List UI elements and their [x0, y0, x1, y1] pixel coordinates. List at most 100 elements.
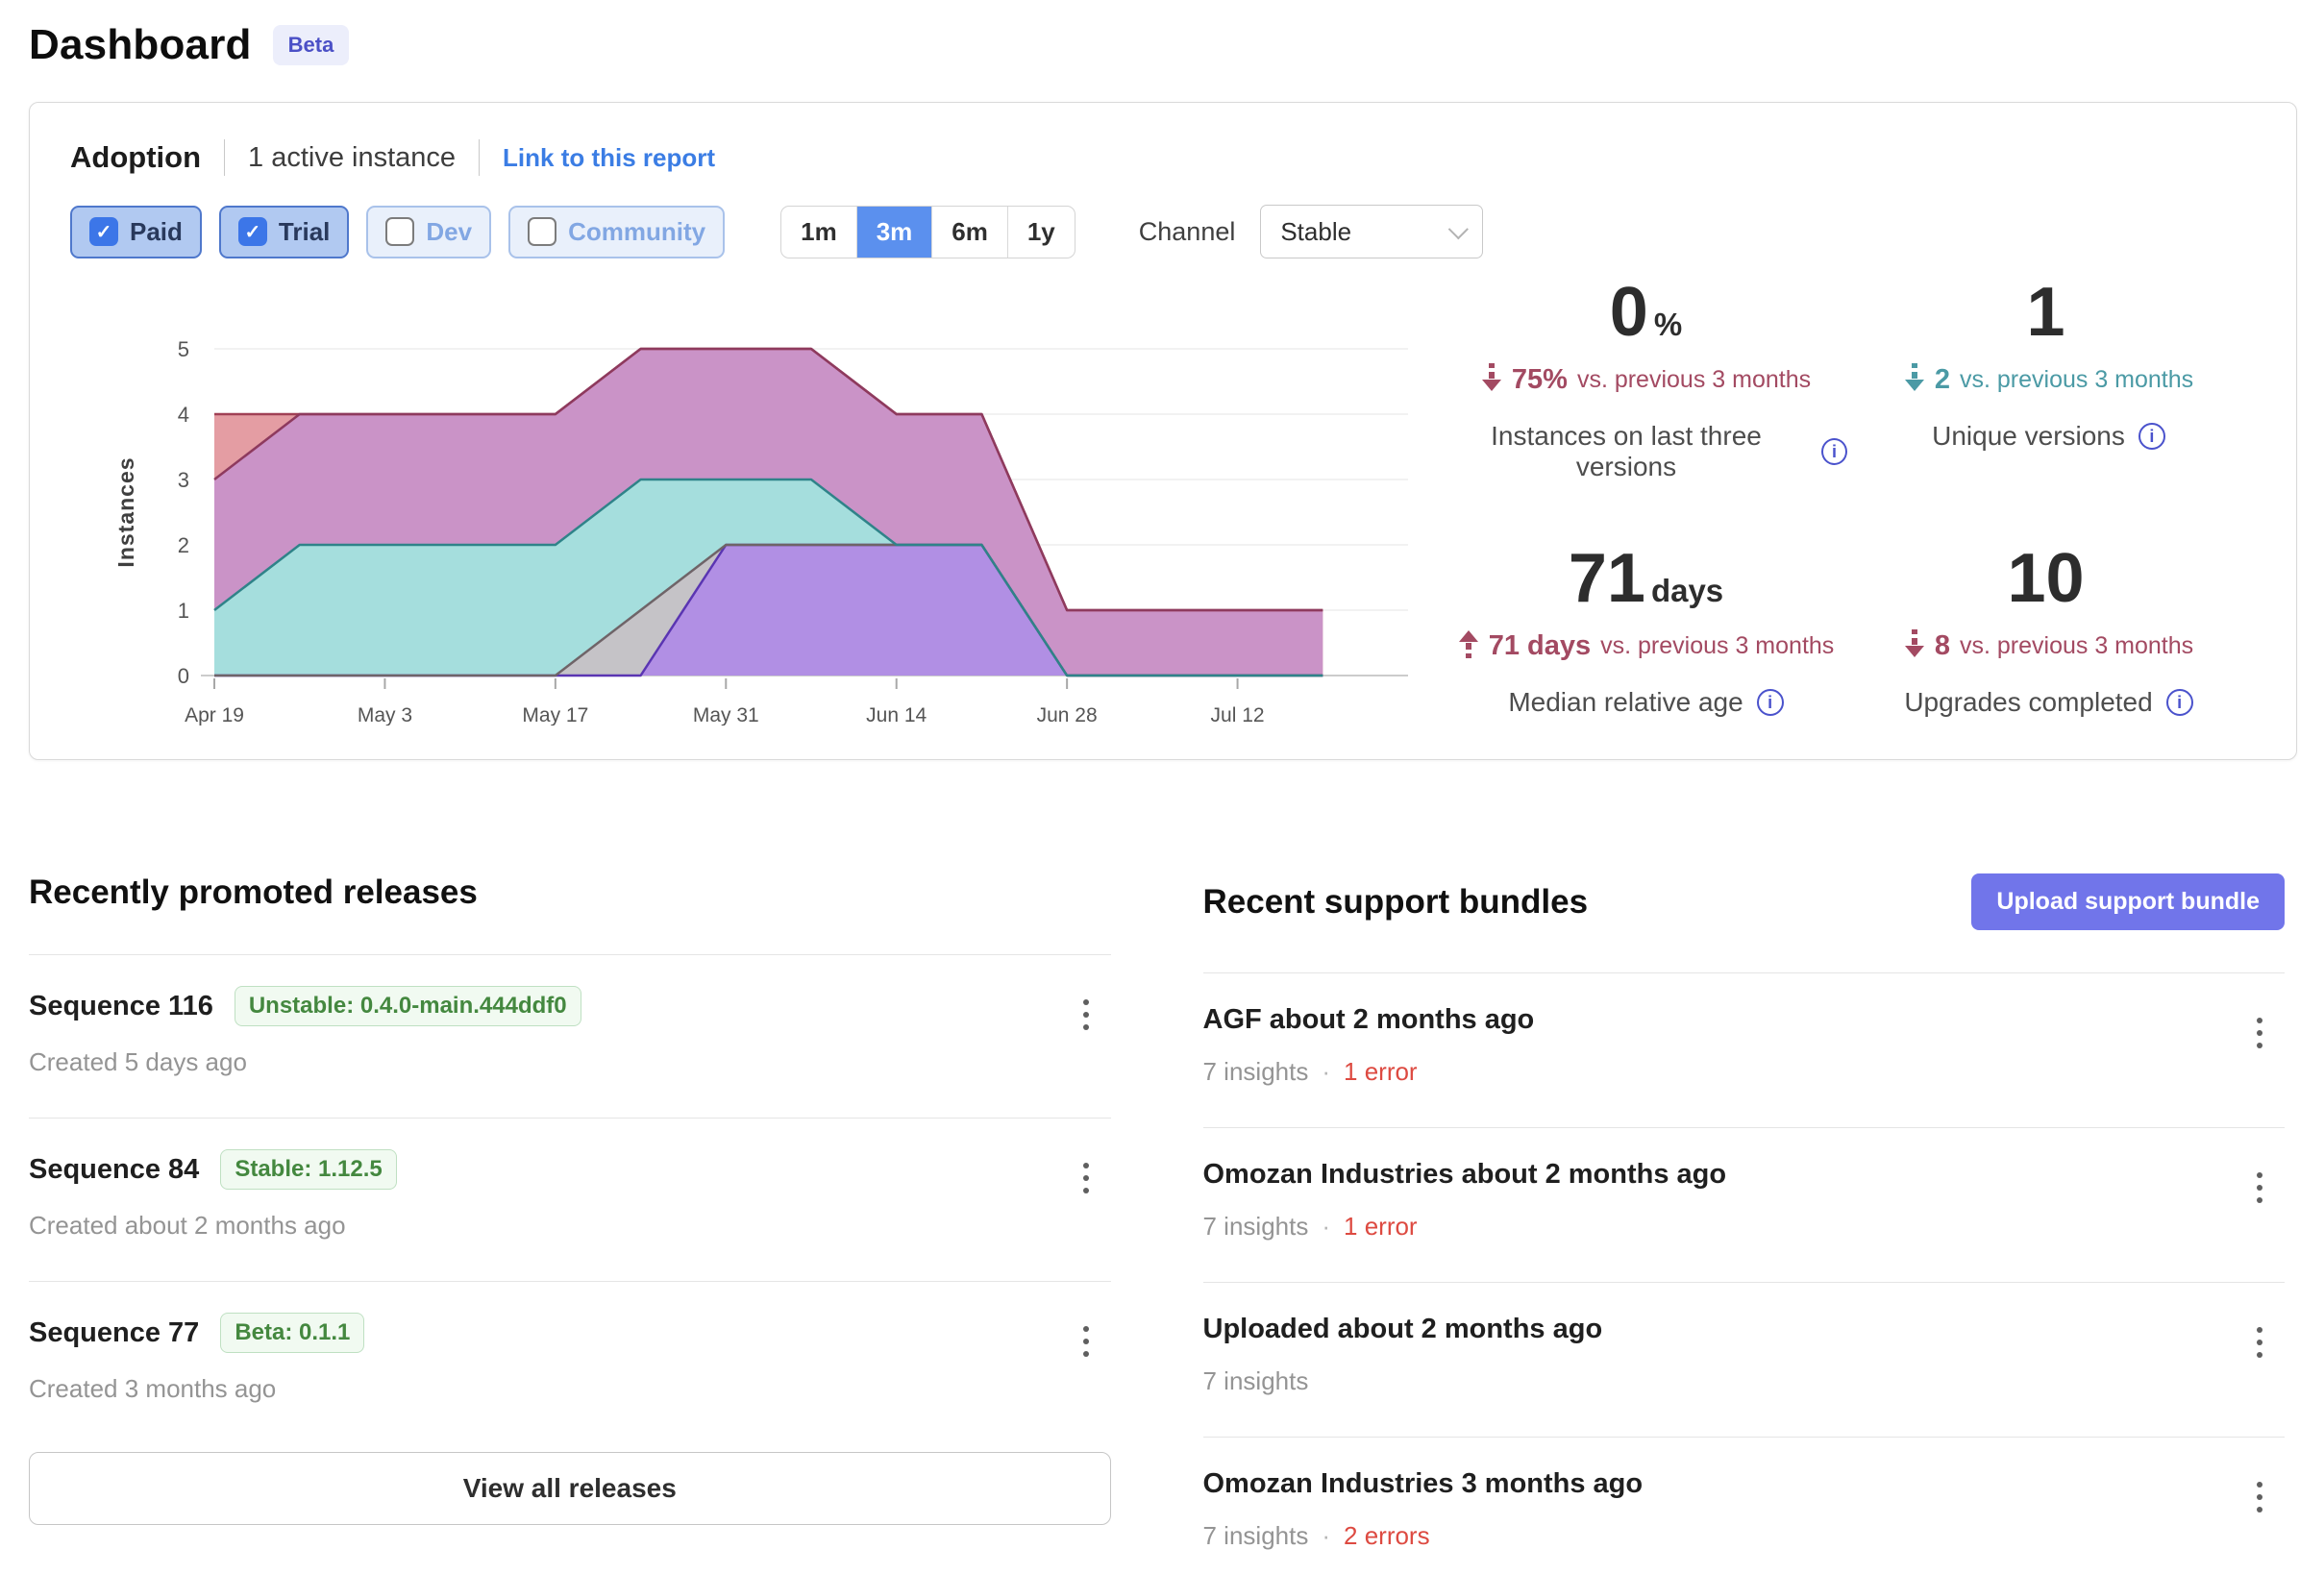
kebab-menu-icon[interactable]	[1067, 1149, 1105, 1241]
arrow-up-icon	[1458, 628, 1479, 664]
arrow-down-icon	[1904, 362, 1925, 398]
bundle-errors: 1 error	[1344, 1057, 1418, 1086]
bundle-row[interactable]: Uploaded about 2 months ago 7 insights ·	[1202, 1282, 2285, 1437]
arrow-down-icon	[1481, 362, 1502, 398]
release-channel-badge: Unstable: 0.4.0-main.444ddf0	[234, 986, 581, 1026]
divider	[224, 139, 226, 176]
link-to-report[interactable]: Link to this report	[503, 142, 716, 172]
kebab-menu-icon[interactable]	[2240, 1004, 2279, 1087]
svg-text:Instances: Instances	[113, 456, 138, 567]
stat-instances-last-three-versions: 0% 75% vs. previous 3 months Instances o…	[1445, 278, 1847, 482]
stat-delta: 2 vs. previous 3 months	[1847, 362, 2250, 398]
checkbox-unchecked-icon[interactable]	[528, 217, 557, 246]
svg-text:May 3: May 3	[358, 704, 412, 726]
svg-text:2: 2	[178, 533, 189, 557]
chevron-down-icon	[1448, 218, 1470, 239]
checkbox-unchecked-icon[interactable]	[385, 217, 415, 246]
checkbox-checked-icon[interactable]: ✓	[237, 217, 267, 246]
meta-dot: ·	[1322, 1521, 1331, 1550]
bundle-insights: 7 insights	[1202, 1057, 1309, 1086]
kebab-menu-icon[interactable]	[2240, 1468, 2279, 1551]
bundle-insights: 7 insights	[1202, 1212, 1309, 1241]
stat-label: Instances on last three versions	[1491, 421, 1762, 481]
release-row-116[interactable]: Sequence 116 Unstable: 0.4.0-main.444ddf…	[29, 954, 1111, 1118]
view-all-releases-button[interactable]: View all releases	[29, 1452, 1111, 1525]
arrow-down-icon	[1904, 628, 1925, 664]
bundle-row[interactable]: AGF about 2 months ago 7 insights · 1 er…	[1202, 972, 2285, 1127]
info-icon[interactable]: i	[2138, 423, 2165, 450]
release-channel-badge: Beta: 0.1.1	[220, 1313, 365, 1353]
info-icon[interactable]: i	[1820, 438, 1847, 465]
meta-dot: ·	[1322, 1212, 1331, 1241]
active-instance-count: 1 active instance	[248, 141, 457, 173]
kebab-menu-icon[interactable]	[1067, 1313, 1105, 1404]
bundle-row[interactable]: Omozan Industries 3 months ago 7 insight…	[1202, 1437, 2285, 1574]
info-icon[interactable]: i	[2165, 689, 2193, 716]
bundle-title: Uploaded about 2 months ago	[1202, 1314, 1603, 1344]
upload-support-bundle-button[interactable]: Upload support bundle	[1971, 873, 2285, 930]
filter-community-label: Community	[568, 216, 706, 246]
adoption-card: Adoption 1 active instance Link to this …	[29, 102, 2297, 760]
stat-delta: 71 days vs. previous 3 months	[1445, 628, 1847, 664]
stat-label: Upgrades completed	[1904, 687, 2153, 717]
kebab-menu-icon[interactable]	[1067, 986, 1105, 1077]
svg-text:May 31: May 31	[693, 704, 759, 726]
stat-unique-versions: 1 2 vs. previous 3 months Unique version…	[1847, 278, 2250, 482]
bundles-column: Recent support bundles Upload support bu…	[1202, 873, 2285, 1574]
filter-paid[interactable]: ✓ Paid	[70, 205, 202, 258]
stat-upgrades-completed: 10 8 vs. previous 3 months Upgrades comp…	[1847, 544, 2250, 718]
adoption-card-header: Adoption 1 active instance Link to this …	[70, 139, 2279, 176]
svg-text:May 17: May 17	[522, 704, 588, 726]
release-created: Created 5 days ago	[29, 1047, 247, 1076]
release-row-84[interactable]: Sequence 84 Stable: 1.12.5 Created about…	[29, 1118, 1111, 1281]
checkbox-checked-icon[interactable]: ✓	[89, 217, 118, 246]
release-row-77[interactable]: Sequence 77 Beta: 0.1.1 Created 3 months…	[29, 1281, 1111, 1444]
stat-delta: 8 vs. previous 3 months	[1847, 628, 2250, 664]
filter-community[interactable]: Community	[508, 205, 726, 258]
bundle-title: Omozan Industries about 2 months ago	[1202, 1159, 1727, 1190]
stat-delta: 75% vs. previous 3 months	[1445, 362, 1847, 398]
stat-value: 10	[2007, 540, 2085, 617]
kebab-menu-icon[interactable]	[2240, 1159, 2279, 1242]
adoption-title: Adoption	[70, 140, 202, 174]
range-1y[interactable]: 1y	[1026, 216, 1055, 246]
adoption-controls: ✓ Paid ✓ Trial Dev Community 1m 3m	[70, 205, 2279, 258]
stat-value: 71 days	[1568, 540, 1724, 617]
svg-text:Jul 12: Jul 12	[1211, 704, 1265, 726]
releases-heading: Recently promoted releases	[29, 873, 478, 911]
stat-label: Median relative age	[1508, 687, 1743, 717]
adoption-area-chart: 0 1 2 3 4 5 Instances Apr 19 May 3 May 17 May 31 Ju…	[113, 337, 1408, 726]
bundle-insights: 7 insights	[1202, 1521, 1309, 1550]
stat-value: 0%	[1609, 274, 1683, 351]
channel-select[interactable]: Stable	[1260, 205, 1484, 258]
svg-text:Jun 28: Jun 28	[1037, 704, 1098, 726]
adoption-stats: 0% 75% vs. previous 3 months Instances o…	[1416, 274, 2279, 730]
lists-section: Recently promoted releases Sequence 116 …	[29, 873, 2297, 1574]
svg-text:4: 4	[178, 403, 189, 427]
stat-value: 1	[2026, 274, 2065, 351]
info-icon[interactable]: i	[1756, 689, 1784, 716]
page-title: Dashboard	[29, 21, 252, 68]
release-title: Sequence 77	[29, 1316, 200, 1348]
release-title: Sequence 84	[29, 1153, 200, 1185]
license-filter-group: ✓ Paid ✓ Trial Dev Community	[70, 205, 726, 258]
svg-text:Apr 19: Apr 19	[185, 704, 244, 726]
range-1m[interactable]: 1m	[781, 206, 857, 258]
bundle-row[interactable]: Omozan Industries about 2 months ago 7 i…	[1202, 1127, 2285, 1282]
page-header: Dashboard Beta	[29, 21, 2297, 69]
stat-median-relative-age: 71 days 71 days vs. previous 3 months Med…	[1445, 544, 1847, 718]
kebab-menu-icon[interactable]	[2240, 1314, 2279, 1396]
filter-dev-label: Dev	[426, 216, 473, 246]
releases-column: Recently promoted releases Sequence 116 …	[29, 873, 1111, 1574]
svg-text:5: 5	[178, 337, 189, 361]
divider	[479, 139, 481, 176]
svg-text:0: 0	[178, 664, 189, 688]
filter-dev[interactable]: Dev	[366, 205, 492, 258]
range-6m[interactable]: 6m	[932, 206, 1008, 258]
bundle-title: Omozan Industries 3 months ago	[1202, 1468, 1644, 1499]
filter-trial-label: Trial	[278, 216, 331, 246]
range-3m[interactable]: 3m	[856, 206, 933, 258]
filter-trial[interactable]: ✓ Trial	[218, 205, 350, 258]
meta-dot: ·	[1322, 1057, 1331, 1086]
